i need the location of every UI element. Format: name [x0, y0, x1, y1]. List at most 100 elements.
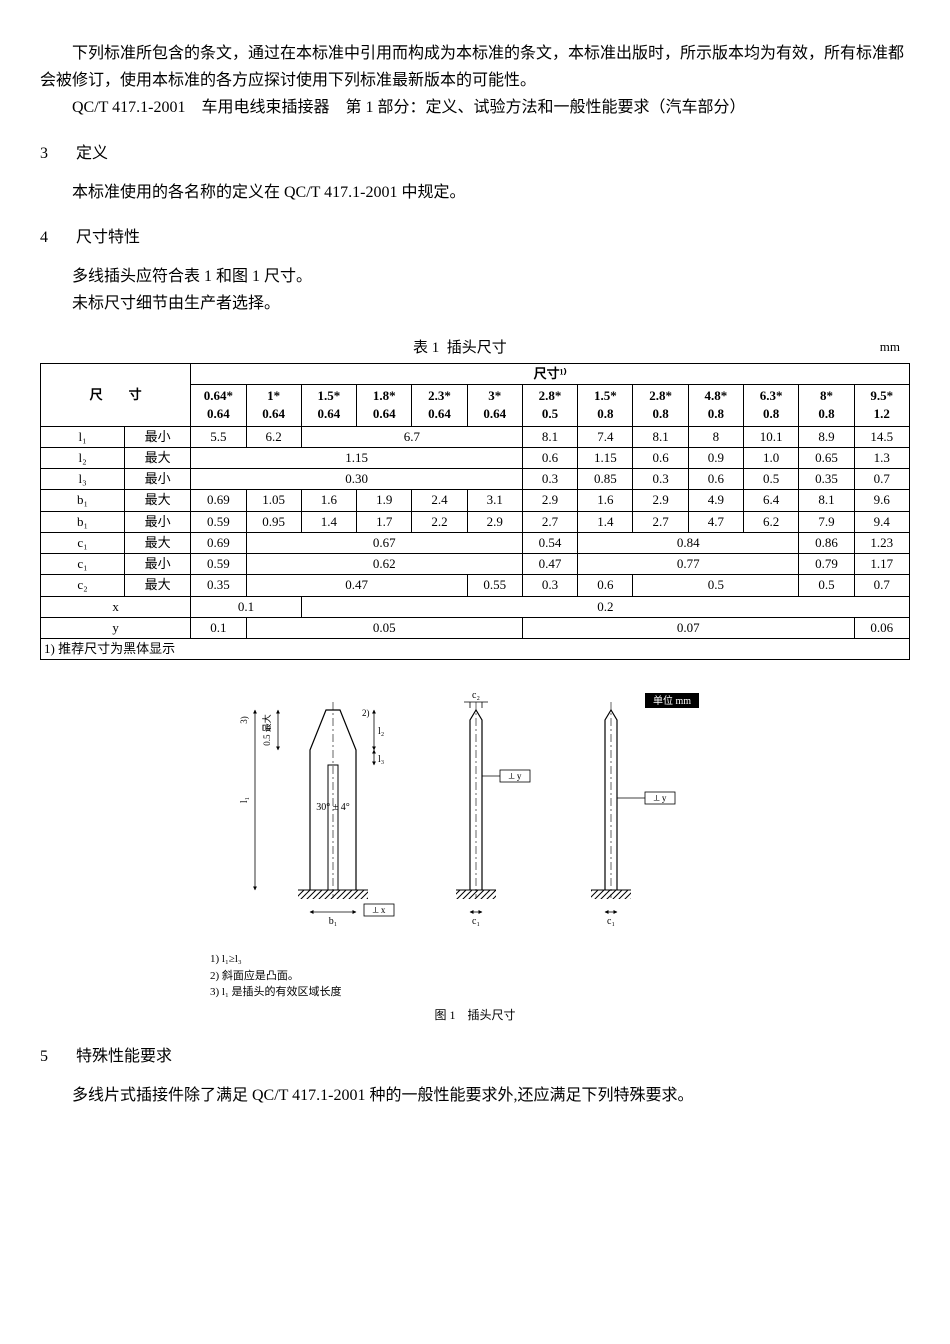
table-1-size-col-7: 1.5*0.8 — [578, 385, 633, 426]
svg-text:l₂: l₂ — [378, 726, 384, 737]
table-1-row-3-cell-4: 2.4 — [412, 490, 467, 511]
table-1-row-9-cell-1: 0.05 — [246, 617, 522, 638]
table-1-row-7-cell-0: 0.35 — [191, 575, 246, 596]
svg-text:c₂: c₂ — [472, 690, 480, 701]
section-4-line-1: 多线插头应符合表 1 和图 1 尺寸。 — [40, 263, 910, 290]
table-1-row-5-cond: 最大 — [125, 532, 191, 553]
table-1-row-5-cell-0: 0.69 — [191, 532, 246, 553]
svg-text:3): 3) — [239, 717, 249, 725]
table-1-row-0-sym: l₁ — [41, 426, 125, 447]
table-1-row-7-cell-3: 0.3 — [522, 575, 577, 596]
table-1-row-2-cell-7: 0.7 — [854, 469, 909, 490]
table-1-row-1-cell-5: 1.0 — [744, 447, 799, 468]
table-1-row-4-cell-7: 1.4 — [578, 511, 633, 532]
table-1-row-3-cell-10: 6.4 — [744, 490, 799, 511]
section-3-number: 3 — [40, 140, 72, 167]
table-1-size-col-8: 2.8*0.8 — [633, 385, 688, 426]
table-1-size-col-9: 4.8*0.8 — [688, 385, 743, 426]
table-1-row-5-sym: c₁ — [41, 532, 125, 553]
table-1-row-4-cell-2: 1.4 — [301, 511, 356, 532]
table-1-row-3-cell-11: 8.1 — [799, 490, 854, 511]
table-1-row-4-cell-12: 9.4 — [854, 511, 909, 532]
section-5-title: 特殊性能要求 — [76, 1048, 172, 1065]
table-1-row-2-cell-1: 0.3 — [522, 469, 577, 490]
table-1-row-5-cell-1: 0.67 — [246, 532, 522, 553]
table-1-row-7-sym: c₂ — [41, 575, 125, 596]
table-1-row-4-cell-4: 2.2 — [412, 511, 467, 532]
section-4-heading: 4 尺寸特性 — [40, 224, 910, 251]
table-1-row-7-cell-6: 0.5 — [799, 575, 854, 596]
svg-text:⟂ y: ⟂ y — [509, 771, 522, 781]
section-5-number: 5 — [40, 1043, 72, 1070]
svg-text:b₁: b₁ — [329, 916, 338, 927]
table-1-row-3-cell-2: 1.6 — [301, 490, 356, 511]
table-1-row-0-cond: 最小 — [125, 426, 191, 447]
table-1-size-col-4: 2.3*0.64 — [412, 385, 467, 426]
table-1-row-7-cell-5: 0.5 — [633, 575, 799, 596]
table-1-row-6-sym: c₁ — [41, 554, 125, 575]
table-1-row-8-sym: x — [41, 596, 191, 617]
table-1-row-6-cell-1: 0.62 — [246, 554, 522, 575]
section-5-heading: 5 特殊性能要求 — [40, 1043, 910, 1070]
table-1-row-2-cell-6: 0.35 — [799, 469, 854, 490]
table-1-size-col-6: 2.8*0.5 — [522, 385, 577, 426]
table-1-row-7-cond: 最大 — [125, 575, 191, 596]
table-1-size-col-0: 0.64*0.64 — [191, 385, 246, 426]
table-1-row-3-sym: b₁ — [41, 490, 125, 511]
table-1-row-1-sym: l₂ — [41, 447, 125, 468]
table-1-row-6-cell-3: 0.77 — [578, 554, 799, 575]
table-1-row-9-cell-2: 0.07 — [522, 617, 854, 638]
table-1-row-5-cell-4: 0.86 — [799, 532, 854, 553]
figure-1-note-3: 3) l₁ 是插头的有效区域长度 — [210, 984, 910, 1001]
table-1-row-1-cell-4: 0.9 — [688, 447, 743, 468]
table-1-row-4-cell-6: 2.7 — [522, 511, 577, 532]
table-1-row-2-cell-0: 0.30 — [191, 469, 523, 490]
intro-para-1: 下列标准所包含的条文，通过在本标准中引用而构成为本标准的条文，本标准出版时，所示… — [40, 40, 910, 94]
table-1-row-1-cell-6: 0.65 — [799, 447, 854, 468]
table-1-row-0-cell-4: 7.4 — [578, 426, 633, 447]
table-1-row-4-cell-11: 7.9 — [799, 511, 854, 532]
section-5-body: 多线片式插接件除了满足 QC/T 417.1-2001 种的一般性能要求外,还应… — [40, 1082, 910, 1109]
table-1-row-2-cell-3: 0.3 — [633, 469, 688, 490]
table-1-row-2-cell-5: 0.5 — [744, 469, 799, 490]
table-1-row-4-cell-1: 0.95 — [246, 511, 301, 532]
table-1-size-col-10: 6.3*0.8 — [744, 385, 799, 426]
table-1-row-0-cell-9: 14.5 — [854, 426, 909, 447]
table-1-row-7-cell-1: 0.47 — [246, 575, 467, 596]
table-1-row-7-cell-7: 0.7 — [854, 575, 909, 596]
svg-text:l₁: l₁ — [239, 797, 250, 803]
table-1-row-6-cond: 最小 — [125, 554, 191, 575]
table-1-row-7-cell-4: 0.6 — [578, 575, 633, 596]
table-1-row-5-cell-2: 0.54 — [522, 532, 577, 553]
table-1-row-2-cell-4: 0.6 — [688, 469, 743, 490]
svg-text:0.5 最大: 0.5 最大 — [261, 715, 272, 747]
svg-text:2): 2) — [362, 708, 370, 718]
table-1-row-4-cond: 最小 — [125, 511, 191, 532]
svg-text:⟂ x: ⟂ x — [373, 905, 386, 915]
svg-text:⟂ y: ⟂ y — [654, 793, 667, 803]
svg-text:l₃: l₃ — [378, 754, 384, 765]
table-1-row-4-cell-5: 2.9 — [467, 511, 522, 532]
section-4-title: 尺寸特性 — [76, 229, 140, 246]
svg-text:30° ± 4°: 30° ± 4° — [316, 802, 350, 813]
table-1-row-8-cell-1: 0.2 — [301, 596, 909, 617]
table-1-row-4-cell-10: 6.2 — [744, 511, 799, 532]
table-1-size-col-5: 3*0.64 — [467, 385, 522, 426]
table-1-row-3-cell-7: 1.6 — [578, 490, 633, 511]
figure-1-note-1: 1) l₁≥l₃ — [210, 951, 910, 968]
table-1-header-sizes: 尺寸¹⁾ — [191, 364, 910, 385]
table-1-row-1-cell-3: 0.6 — [633, 447, 688, 468]
table-1-row-0-cell-7: 10.1 — [744, 426, 799, 447]
section-3-title: 定义 — [76, 145, 108, 162]
table-1-row-0-cell-2: 6.7 — [301, 426, 522, 447]
table-1-row-4-sym: b₁ — [41, 511, 125, 532]
table-1-row-0-cell-5: 8.1 — [633, 426, 688, 447]
intro-para-2: QC/T 417.1-2001 车用电线束插接器 第 1 部分：定义、试验方法和… — [40, 94, 910, 121]
table-1-row-4-cell-3: 1.7 — [357, 511, 412, 532]
table-1-row-1-cell-2: 1.15 — [578, 447, 633, 468]
table-1-row-9-cell-3: 0.06 — [854, 617, 909, 638]
section-4-line-2: 未标尺寸细节由生产者选择。 — [40, 290, 910, 317]
figure-1-caption: 图 1 插头尺寸 — [40, 1005, 910, 1025]
table-1-row-0-cell-0: 5.5 — [191, 426, 246, 447]
table-1-size-col-1: 1*0.64 — [246, 385, 301, 426]
